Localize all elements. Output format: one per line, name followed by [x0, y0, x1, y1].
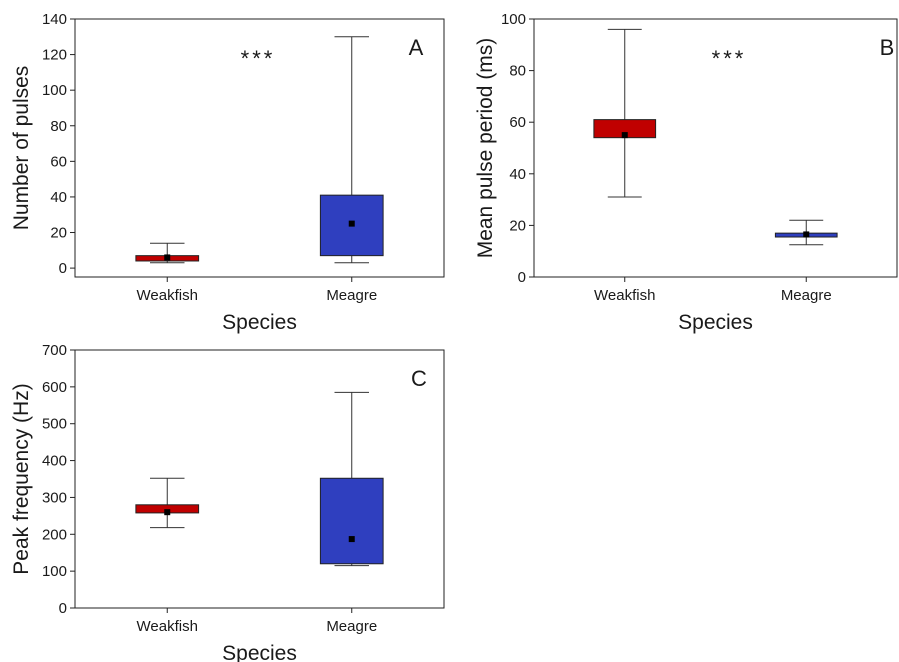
y-tick-label: 0 [59, 260, 67, 277]
y-tick-label: 500 [42, 416, 67, 433]
box-weakfish [593, 28, 657, 198]
panel-b: 0 20 40 60 80 100 Weakfish Meagre Species Mean pu… [474, 11, 898, 334]
x-tick-label: Weakfish [137, 618, 198, 635]
y-tick-label: 60 [50, 153, 67, 170]
x-tick-label: Weakfish [137, 287, 198, 304]
plot-frame [74, 18, 445, 278]
x-tick-label: Meagre [781, 287, 832, 304]
y-tick-label: 0 [518, 269, 526, 286]
panel-a: 0 20 40 60 80 100 120 140 Weakfish Meagre Species N… [10, 11, 445, 334]
mean-marker [348, 220, 355, 227]
y-tick-label: 700 [42, 342, 67, 359]
box-meagre [774, 219, 838, 246]
mean-marker [803, 231, 810, 238]
y-axis-title: Number of pulses [10, 66, 33, 231]
x-tick-label: Weakfish [594, 287, 655, 304]
plot-frame [533, 18, 898, 278]
panel-label: C [411, 366, 427, 391]
y-tick-label: 100 [42, 563, 67, 580]
panel-label: A [409, 35, 424, 60]
significance-marker: *** [712, 46, 747, 71]
panel-label: B [880, 35, 895, 60]
mean-marker [621, 132, 628, 139]
y-tick-label: 120 [42, 47, 67, 64]
mean-marker [348, 536, 355, 543]
x-tick-label: Meagre [326, 618, 377, 635]
box-meagre [319, 391, 384, 567]
y-axis-title: Peak frequency (Hz) [10, 383, 33, 574]
x-axis-title: Species [678, 311, 753, 334]
y-tick-label: 400 [42, 453, 67, 470]
y-tick-label: 40 [509, 166, 526, 183]
y-tick-label: 80 [509, 63, 526, 80]
x-tick-label: Meagre [326, 287, 377, 304]
panel-c: 0 100 200 300 400 500 600 700 Weakfish Meagre Spec… [10, 342, 445, 662]
box-weakfish [135, 242, 200, 264]
significance-marker: *** [241, 46, 276, 71]
plot-frame [74, 349, 445, 609]
y-tick-label: 300 [42, 489, 67, 506]
y-tick-label: 80 [50, 118, 67, 135]
y-tick-label: 40 [50, 189, 67, 206]
box-weakfish [135, 477, 200, 529]
y-axis-title: Mean pulse period (ms) [474, 38, 497, 259]
mean-marker [164, 254, 171, 261]
y-tick-label: 600 [42, 379, 67, 396]
box-rect [319, 477, 384, 565]
box-meagre [319, 36, 384, 264]
y-tick-label: 20 [50, 225, 67, 242]
x-axis-title: Species [222, 311, 297, 334]
y-tick-label: 100 [501, 11, 526, 28]
y-tick-label: 0 [59, 600, 67, 617]
y-tick-label: 140 [42, 11, 67, 28]
y-tick-label: 60 [509, 114, 526, 131]
y-tick-label: 20 [509, 217, 526, 234]
mean-marker [164, 509, 171, 516]
y-tick-label: 100 [42, 82, 67, 99]
y-tick-label: 200 [42, 526, 67, 543]
x-axis-title: Species [222, 642, 297, 662]
